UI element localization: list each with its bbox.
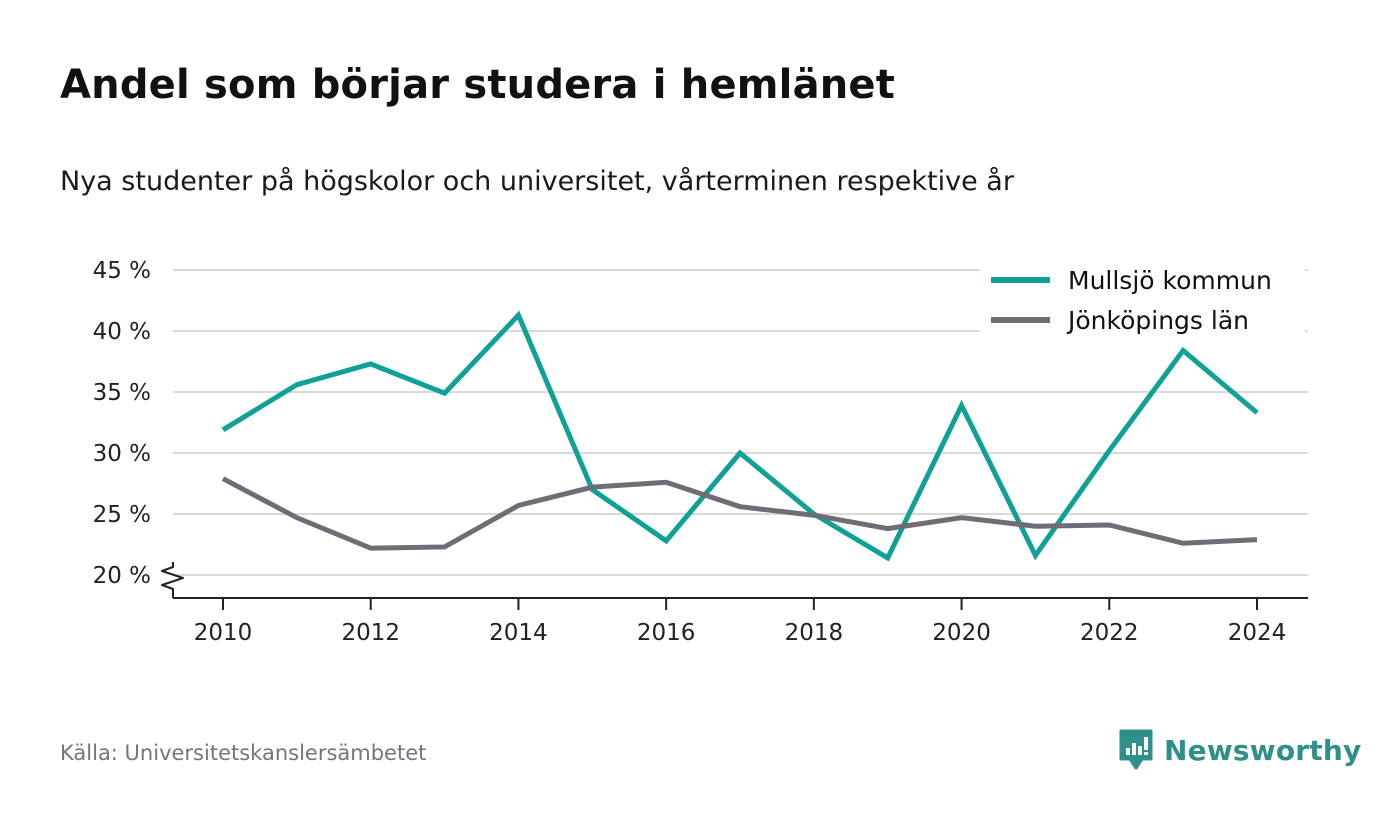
x-tick-label: 2024 bbox=[1228, 620, 1287, 646]
x-tick-label: 2022 bbox=[1080, 620, 1139, 646]
x-tick-label: 2016 bbox=[637, 620, 696, 646]
series-line-2 bbox=[221, 476, 1258, 551]
axes bbox=[161, 562, 1308, 599]
y-tick-label: 45 % bbox=[93, 258, 151, 284]
x-tick-label: 2020 bbox=[932, 620, 991, 646]
legend-label: Mullsjö kommun bbox=[1068, 266, 1272, 295]
brand-logo: Newsworthy bbox=[1118, 728, 1361, 772]
x-tick-label: 2014 bbox=[489, 620, 548, 646]
chart-subtitle: Nya studenter på högskolor och universit… bbox=[60, 166, 1014, 197]
y-tick-label: 35 % bbox=[93, 380, 151, 406]
x-tick-label: 2012 bbox=[341, 620, 400, 646]
y-tick-label: 40 % bbox=[93, 319, 151, 345]
legend: Mullsjö kommun Jönköpings län bbox=[980, 256, 1305, 346]
newsworthy-logo-icon bbox=[1119, 729, 1153, 770]
x-tick-label: 2018 bbox=[785, 620, 844, 646]
brand-name: Newsworthy bbox=[1164, 733, 1362, 767]
legend-label: Jönköpings län bbox=[1066, 306, 1249, 335]
axis-break-mark bbox=[161, 562, 184, 598]
y-axis-ticks: 20 % 25 % 30 % 35 % 40 % 45 % bbox=[93, 258, 151, 589]
legend-background bbox=[980, 256, 1305, 346]
y-tick-label: 30 % bbox=[93, 441, 151, 467]
x-tick-label: 2010 bbox=[194, 620, 253, 646]
y-tick-label: 25 % bbox=[93, 502, 151, 528]
source-note: Källa: Universitetskanslersämbetet bbox=[60, 741, 427, 765]
series-lines bbox=[221, 310, 1259, 562]
y-tick-label: 20 % bbox=[93, 563, 151, 589]
chart-title: Andel som börjar studera i hemlänet bbox=[60, 62, 896, 108]
x-axis-ticks: 2010 2012 2014 2016 2018 2020 2022 2024 bbox=[194, 598, 1287, 646]
series-line-1 bbox=[221, 310, 1259, 562]
